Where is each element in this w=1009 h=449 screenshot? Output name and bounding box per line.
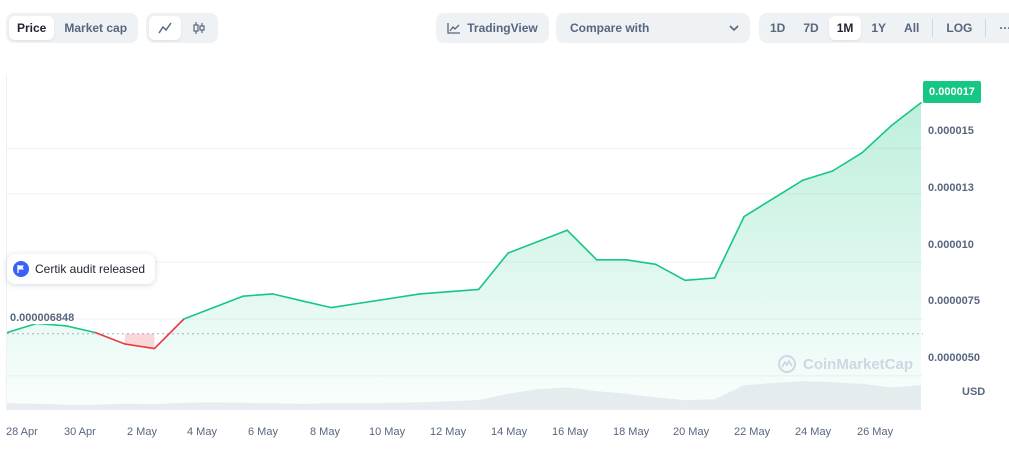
- price-line-segment: [271, 293, 303, 302]
- price-line-segment: [359, 297, 392, 304]
- coinmarketcap-logo-icon: [778, 355, 796, 373]
- coinmarketcap-watermark: CoinMarketCap: [777, 354, 913, 374]
- price-line-segment: [389, 293, 421, 300]
- price-line-segment: [477, 252, 510, 291]
- chart-type-toggle: [146, 13, 218, 43]
- price-line-segment: [890, 101, 922, 127]
- candlestick-button[interactable]: [183, 16, 215, 40]
- price-line-segment: [713, 215, 745, 279]
- price-line-segment: [507, 240, 539, 254]
- time-range-tabs: 1D 7D 1M 1Y All LOG ···: [759, 13, 1009, 43]
- y-tick-label: 0.000010: [928, 239, 974, 251]
- currency-label: USD: [962, 386, 986, 398]
- price-line-segment: [65, 325, 97, 334]
- price-line-segment: [300, 300, 333, 309]
- tab-market-cap[interactable]: Market cap: [64, 21, 128, 35]
- compare-with-label: Compare with: [570, 21, 650, 35]
- flag-icon: [13, 261, 29, 277]
- price-line-segment: [124, 343, 156, 350]
- x-tick-label: 24 May: [795, 426, 832, 438]
- x-tick-label: 4 May: [187, 426, 217, 438]
- y-tick-label: 0.0000075: [928, 295, 980, 307]
- x-tick-label: 26 May: [857, 426, 894, 438]
- y-tick-label: 0.000013: [928, 182, 974, 194]
- chevron-down-icon: [729, 25, 739, 32]
- chart-toolbar: Price Market cap TradingView Compare wit…: [6, 13, 1009, 43]
- y-tick-label: 0.0000050: [928, 352, 980, 364]
- price-line-segment: [684, 277, 716, 282]
- price-line-segment: [536, 229, 569, 243]
- event-label: Certik audit released: [35, 262, 146, 276]
- price-line-segment: [212, 295, 244, 309]
- tradingview-button[interactable]: TradingView: [436, 13, 549, 43]
- range-1d[interactable]: 1D: [770, 21, 786, 35]
- price-area-fill: [7, 102, 921, 410]
- line-chart-button[interactable]: [149, 16, 181, 40]
- compare-with-dropdown[interactable]: Compare with: [556, 13, 750, 43]
- x-tick-label: 14 May: [491, 426, 528, 438]
- price-line-segment: [802, 170, 834, 181]
- price-chart[interactable]: [6, 74, 923, 410]
- candlestick-icon: [193, 22, 205, 34]
- watermark-text: CoinMarketCap: [803, 355, 914, 373]
- price-type-tabs: Price Market cap: [6, 13, 139, 43]
- price-chart-svg: [7, 101, 923, 410]
- line-chart-icon: [158, 22, 172, 34]
- price-line-segment: [94, 331, 126, 345]
- divider: [932, 19, 934, 37]
- x-tick-label: 30 Apr: [64, 426, 96, 438]
- range-all[interactable]: All: [904, 21, 920, 35]
- x-tick-label: 18 May: [613, 426, 650, 438]
- price-line-segment: [242, 293, 274, 297]
- range-1m[interactable]: 1M: [828, 16, 862, 40]
- current-price-badge: 0.000017: [923, 81, 981, 103]
- price-line-segment: [654, 263, 686, 282]
- price-line-segment: [772, 179, 804, 200]
- tradingview-label: TradingView: [467, 21, 538, 35]
- price-line-segment: [153, 318, 185, 350]
- divider: [985, 19, 987, 37]
- x-tick-label: 22 May: [734, 426, 771, 438]
- event-marker[interactable]: Certik audit released: [7, 254, 156, 284]
- price-line-segment: [625, 259, 657, 266]
- price-line-segment: [743, 197, 775, 218]
- x-tick-label: 2 May: [127, 426, 157, 438]
- x-tick-label: 8 May: [310, 426, 340, 438]
- x-tick-label: 20 May: [673, 426, 710, 438]
- tradingview-chart-icon: [447, 23, 461, 34]
- baseline-price-label: 0.000006848: [8, 312, 77, 324]
- tab-price[interactable]: Price: [9, 16, 55, 40]
- price-line-segment: [448, 288, 480, 293]
- price-line-segment: [418, 290, 451, 295]
- x-tick-label: 12 May: [430, 426, 467, 438]
- y-tick-label: 0.000015: [928, 125, 974, 137]
- more-options-button[interactable]: ···: [999, 21, 1009, 35]
- x-tick-label: 28 Apr: [6, 426, 38, 438]
- price-line-segment: [566, 229, 598, 261]
- range-7d[interactable]: 7D: [803, 21, 819, 35]
- log-scale-toggle[interactable]: LOG: [946, 21, 973, 35]
- price-line-segment: [861, 124, 893, 154]
- x-tick-label: 6 May: [248, 426, 278, 438]
- price-line-segment: [831, 152, 863, 172]
- x-tick-label: 10 May: [369, 426, 406, 438]
- price-line-segment: [7, 322, 38, 334]
- range-1y[interactable]: 1Y: [871, 21, 887, 35]
- x-tick-label: 16 May: [552, 426, 589, 438]
- price-line-segment: [183, 306, 215, 320]
- price-line-segment: [330, 302, 362, 309]
